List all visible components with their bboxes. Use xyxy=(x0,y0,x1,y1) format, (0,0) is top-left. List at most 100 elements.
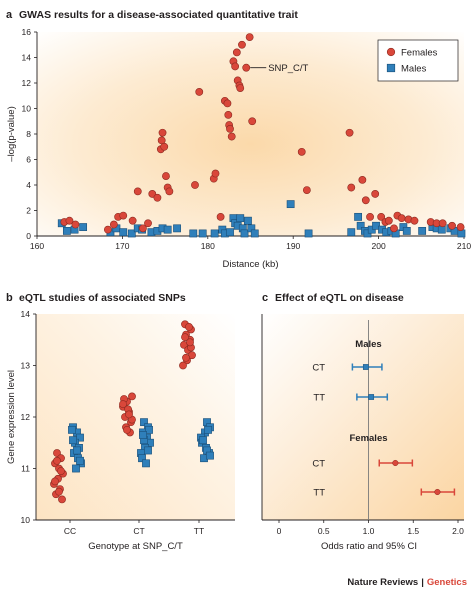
male-point-37 xyxy=(206,451,214,460)
snp-annotation-label: SNP_C/T xyxy=(268,63,308,74)
female-point-27 xyxy=(125,410,133,419)
footer-separator: | xyxy=(421,577,424,588)
row-label: CT xyxy=(312,363,325,374)
legend-male-label: Males xyxy=(401,64,427,75)
legend-male-marker xyxy=(386,63,396,73)
female-point-19 xyxy=(165,187,174,196)
y-tick-label: 10 xyxy=(22,104,32,114)
female-point-46 xyxy=(361,196,370,205)
panel-c-rows: Males CT TT Females CT TT xyxy=(312,339,456,499)
y-tick-label: 0 xyxy=(26,231,31,241)
female-point-17 xyxy=(162,172,170,180)
female-point-16 xyxy=(160,142,169,151)
x-tick-label: 0 xyxy=(277,526,282,536)
female-point-12 xyxy=(153,193,162,202)
male-point-15 xyxy=(189,229,198,238)
female-point-13 xyxy=(55,487,63,496)
female-point-6 xyxy=(119,211,128,220)
y-tick-label: 8 xyxy=(26,129,31,139)
female-point-14 xyxy=(128,392,136,401)
female-point-10 xyxy=(53,456,61,465)
odds-ratio-marker xyxy=(434,488,441,496)
female-point-27 xyxy=(224,110,233,119)
panel-a: a GWAS results for a disease-associated … xyxy=(6,9,471,270)
female-point-43 xyxy=(345,128,354,137)
x-tick-label: 2.0 xyxy=(452,526,464,536)
female-point-9 xyxy=(138,224,147,233)
female-point-59 xyxy=(438,219,447,228)
male-point-34 xyxy=(204,425,212,434)
female-point-44 xyxy=(347,183,356,192)
x-tick-label: 170 xyxy=(115,241,129,251)
male-point-44 xyxy=(402,227,411,235)
x-tick-label: 200 xyxy=(372,241,386,251)
male-point-32 xyxy=(347,228,356,237)
panel-a-title: GWAS results for a disease-associated qu… xyxy=(19,9,298,21)
x-tick-label: CC xyxy=(64,526,76,536)
y-axis-label: –log(p-value) xyxy=(6,106,17,161)
female-point-8 xyxy=(133,187,142,196)
female-point-61 xyxy=(456,223,465,231)
female-point-37 xyxy=(185,322,193,331)
row-label: CT xyxy=(312,459,325,470)
female-point-3 xyxy=(103,225,112,234)
footer-journal: Nature Reviews xyxy=(347,577,418,588)
y-tick-label: 6 xyxy=(26,155,31,165)
female-point-45 xyxy=(358,175,367,184)
female-point-40 xyxy=(182,353,190,362)
female-point-1 xyxy=(65,216,74,225)
x-tick-label: 1.5 xyxy=(407,526,419,536)
male-point-29 xyxy=(250,229,259,238)
y-tick-label: 2 xyxy=(26,206,31,216)
y-tick-label: 12 xyxy=(21,412,31,422)
footer-credit: Nature Reviews | Genetics xyxy=(347,577,467,588)
male-point-13 xyxy=(140,418,148,427)
female-point-39 xyxy=(245,33,254,41)
row-label: TT xyxy=(313,488,325,499)
male-point-10 xyxy=(69,436,77,445)
female-point-36 xyxy=(179,361,187,370)
x-tick-label: 190 xyxy=(286,241,300,251)
female-point-7 xyxy=(128,216,137,225)
y-tick-label: 10 xyxy=(21,515,31,525)
male-point-30 xyxy=(286,200,295,209)
panel-a-legend: Females Males xyxy=(377,39,459,82)
male-point-3 xyxy=(79,223,88,231)
male-point-27 xyxy=(244,216,252,225)
male-point-24 xyxy=(144,446,152,455)
male-point-14 xyxy=(173,224,181,233)
group-heading-females: Females xyxy=(349,433,387,444)
row-label: TT xyxy=(313,393,325,404)
x-tick-label: TT xyxy=(194,526,204,536)
female-point-41 xyxy=(186,338,194,347)
female-point-0 xyxy=(53,449,61,457)
male-point-6 xyxy=(119,228,128,237)
panel-b-title: eQTL studies of associated SNPs xyxy=(19,292,186,304)
male-point-33 xyxy=(354,212,363,221)
female-point-29 xyxy=(226,124,234,133)
x-axis-label: Genotype at SNP_C/T xyxy=(88,541,183,552)
male-point-7 xyxy=(127,229,136,238)
male-point-16 xyxy=(198,229,207,238)
male-point-24 xyxy=(236,214,245,223)
male-point-13 xyxy=(163,225,172,234)
female-point-25 xyxy=(123,425,131,434)
male-point-9 xyxy=(68,425,76,434)
female-point-23 xyxy=(211,169,220,178)
y-tick-label: 14 xyxy=(22,53,32,63)
female-point-11 xyxy=(57,467,65,475)
male-point-25 xyxy=(139,431,147,439)
y-tick-label: 4 xyxy=(26,180,31,190)
male-point-26 xyxy=(240,229,249,238)
y-axis-label: Gene expression level xyxy=(6,370,17,464)
male-point-21 xyxy=(142,459,150,468)
odds-ratio-marker xyxy=(368,394,375,400)
panel-a-annotation: SNP_C/T xyxy=(250,63,309,74)
legend-female-marker xyxy=(386,47,396,57)
female-point-49 xyxy=(377,212,386,221)
female-point-38 xyxy=(242,63,251,72)
odds-ratio-marker xyxy=(362,364,369,370)
male-point-12 xyxy=(76,456,84,465)
female-point-24 xyxy=(216,212,225,221)
female-point-2 xyxy=(71,220,80,229)
